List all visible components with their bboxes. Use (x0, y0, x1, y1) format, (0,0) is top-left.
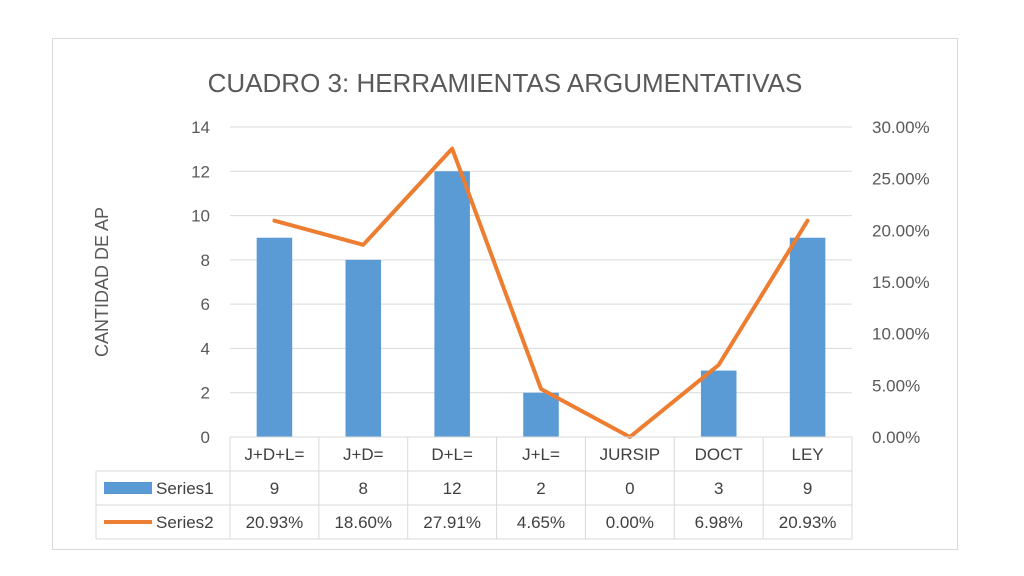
data-label: 18.60% (334, 513, 392, 532)
bar-series (256, 171, 826, 438)
y-axis-title: CANTIDAD DE AP (92, 207, 112, 357)
right-tick-label: 30.00% (872, 118, 930, 137)
bar (434, 171, 470, 438)
data-label: 9 (270, 479, 279, 498)
data-label: 2 (536, 479, 545, 498)
right-tick-label: 0.00% (872, 428, 920, 447)
left-tick-label: 12 (191, 162, 210, 181)
left-tick-label: 8 (201, 251, 210, 270)
left-tick-label: 2 (201, 384, 210, 403)
left-tick-label: 0 (201, 428, 210, 447)
bar (700, 370, 737, 437)
category-label: LEY (792, 445, 824, 464)
left-tick-label: 6 (201, 295, 210, 314)
category-label: D+L= (431, 445, 473, 464)
category-label: J+L= (522, 445, 560, 464)
left-tick-label: 4 (201, 339, 210, 358)
left-axis-ticks: 0 2 4 6 8 10 12 14 (191, 118, 210, 447)
data-label: 20.93% (246, 513, 304, 532)
data-label: 9 (803, 479, 812, 498)
category-label: DOCT (695, 445, 743, 464)
data-label: 8 (359, 479, 368, 498)
data-table: J+D+L= J+D= D+L= J+L= JURSIP DOCT LEY Series1 9 8… (95, 436, 853, 540)
category-label: JURSIP (600, 445, 660, 464)
data-label: 0.00% (606, 513, 654, 532)
data-label: 27.91% (423, 513, 481, 532)
right-tick-label: 10.00% (872, 325, 930, 344)
series-name: Series2 (156, 513, 214, 532)
left-tick-label: 14 (191, 118, 210, 137)
category-label: J+D+L= (244, 445, 304, 464)
bar (523, 392, 559, 437)
left-tick-label: 10 (191, 207, 210, 226)
right-tick-label: 5.00% (872, 376, 920, 395)
data-label: 0 (625, 479, 634, 498)
series-name: Series1 (156, 479, 214, 498)
data-label: 3 (714, 479, 723, 498)
bar (256, 237, 293, 437)
data-label: 12 (443, 479, 462, 498)
legend-key-bar (104, 482, 152, 494)
right-tick-label: 25.00% (872, 170, 930, 189)
right-tick-label: 15.00% (872, 273, 930, 292)
data-label: 4.65% (517, 513, 565, 532)
right-tick-label: 20.00% (872, 221, 930, 240)
data-label: 20.93% (779, 513, 837, 532)
chart-title: CUADRO 3: HERRAMIENTAS ARGUMENTATIVAS (208, 68, 803, 98)
category-label: J+D= (343, 445, 384, 464)
bar (789, 237, 826, 437)
data-label: 6.98% (695, 513, 743, 532)
right-axis-ticks: 0.00% 5.00% 10.00% 15.00% 20.00% 25.00% 30.00% (872, 118, 930, 447)
bar (345, 259, 382, 437)
